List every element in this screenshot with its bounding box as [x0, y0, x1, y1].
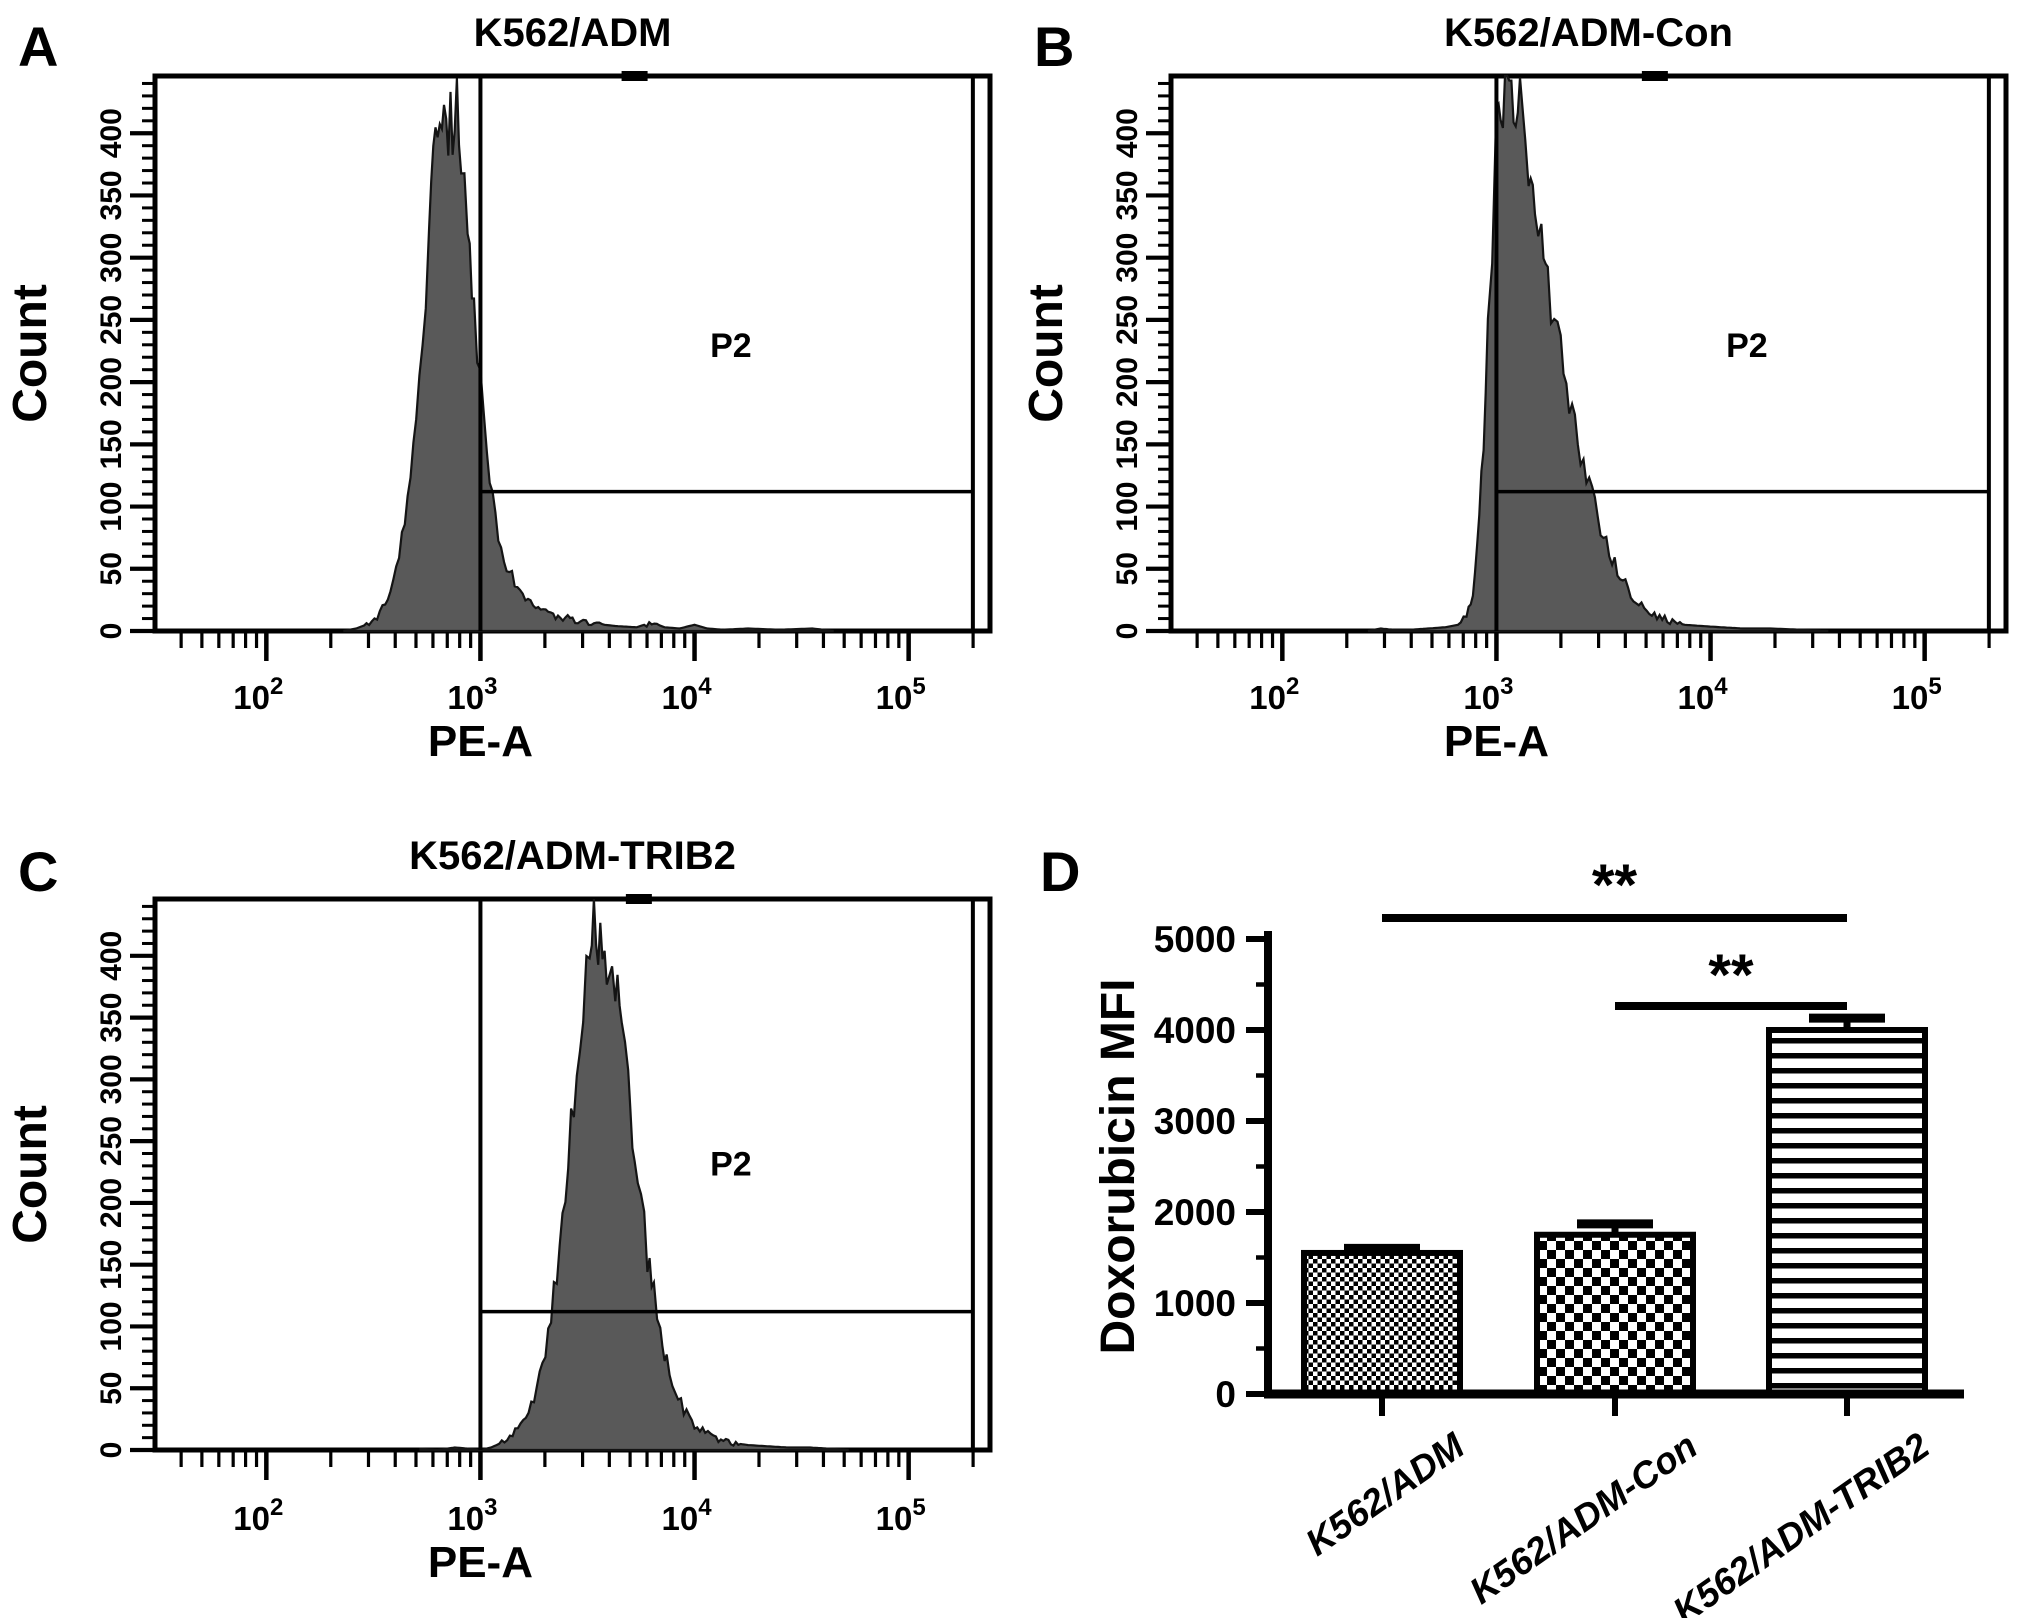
- y-tick-label: 3000: [1154, 1101, 1236, 1142]
- y-tick-label: 250: [95, 295, 128, 345]
- y-tick-label: 5000: [1154, 919, 1236, 960]
- x-tick-label: 103: [1463, 673, 1513, 716]
- x-axis-label: PE-A: [428, 717, 533, 766]
- panel-letter: B: [1034, 15, 1074, 78]
- gate-p2: [478, 71, 975, 631]
- y-tick-label: 2000: [1154, 1192, 1236, 1233]
- bar-K562/ADM-Con: [1534, 1231, 1696, 1397]
- flow-histogram-svg-A: P2 A K562/ADM Count PE-A 0 50 100 150 200 250 300 35…: [4, 11, 993, 766]
- panel-title: K562/ADM: [474, 11, 672, 55]
- panel-d-bar-chart: 0 1000 2000 3000 4000 5000 ** ** K562/ADM K562/AD…: [1016, 809, 2031, 1623]
- bar-K562/ADM: [1301, 1249, 1463, 1398]
- y-axis: [1246, 931, 1272, 1398]
- y-tick-label: 100: [1111, 482, 1144, 532]
- gate-handle: [625, 894, 652, 904]
- x-axis-label: PE-A: [428, 1538, 533, 1587]
- x-axis-label: PE-A: [1444, 717, 1549, 766]
- histogram-area: [1367, 74, 1829, 633]
- y-tick-label: 50: [95, 1372, 128, 1405]
- y-tick-label: 300: [1111, 233, 1144, 283]
- significance-stars: **: [1592, 853, 1638, 918]
- y-tick-label: 150: [1111, 419, 1144, 469]
- x-tick-label: 105: [876, 673, 926, 716]
- flow-histogram-svg-C: P2 C K562/ADM-TRIB2 Count PE-A 0 50 100 150 200 25…: [4, 834, 993, 1587]
- panel-letter: D: [1040, 840, 1080, 903]
- x-tick-label: 105: [1892, 673, 1942, 716]
- y-tick-label: 150: [95, 1240, 128, 1290]
- panel-letter: C: [18, 840, 58, 903]
- x-category-label: K562/ADM: [1298, 1424, 1472, 1563]
- x-tick-label: 102: [233, 673, 283, 716]
- gate-label: P2: [1726, 327, 1768, 365]
- y-tick-label: 350: [1111, 170, 1144, 220]
- y-tick-label: 200: [95, 357, 128, 407]
- x-category-label: K562/ADM-TRIB2: [1666, 1425, 1937, 1618]
- y-tick-label: 200: [1111, 357, 1144, 407]
- bar-K562/ADM-TRIB2: [1766, 1027, 1928, 1397]
- y-tick-label: 400: [95, 108, 128, 158]
- y-tick-label: 300: [95, 1054, 128, 1104]
- x-tick-label: 102: [1249, 673, 1299, 716]
- y-axis-label: Doxorubicin MFI: [1092, 979, 1145, 1355]
- y-axis-label: Count: [4, 284, 57, 423]
- panel-title: K562/ADM-TRIB2: [409, 834, 736, 878]
- histogram-area: [419, 898, 849, 1452]
- y-tick-label: 350: [95, 993, 128, 1043]
- gate-handle: [621, 71, 648, 81]
- gate-handle: [1641, 71, 1668, 81]
- gate-label: P2: [710, 1146, 752, 1184]
- y-tick-label: 0: [95, 1442, 128, 1459]
- y-tick-label: 250: [1111, 295, 1144, 345]
- y-tick-label: 0: [1215, 1374, 1236, 1415]
- x-tick-label: 104: [1677, 673, 1728, 716]
- panel-c-flow-histogram: P2 C K562/ADM-TRIB2 Count PE-A 0 50 100 150 200 25…: [0, 809, 1015, 1618]
- y-tick-label: 50: [95, 552, 128, 585]
- y-tick-label: 400: [95, 931, 128, 981]
- y-tick-label: 100: [95, 1301, 128, 1351]
- x-tick-label: 104: [661, 1494, 712, 1537]
- y-tick-label: 1000: [1154, 1283, 1236, 1324]
- y-tick-label: 150: [95, 419, 128, 469]
- gate-p2: [478, 894, 975, 1450]
- y-tick-label: 0: [95, 623, 128, 640]
- x-tick-label: 103: [447, 673, 497, 716]
- x-tick-label: 104: [661, 673, 712, 716]
- histogram-area: [343, 78, 834, 633]
- axis-ticks: [1146, 81, 1991, 661]
- plot-frame: [152, 73, 993, 634]
- y-tick-label: 200: [95, 1178, 128, 1228]
- panel-b-flow-histogram: P2 B K562/ADM-Con Count PE-A 0 50 100 150 200 250 3…: [1016, 0, 2031, 809]
- x-tick-label: 105: [876, 1494, 926, 1537]
- axis-ticks: [130, 81, 975, 661]
- axis-ticks: [130, 904, 975, 1480]
- y-tick-label: 300: [95, 233, 128, 283]
- significance-stars: **: [1708, 943, 1754, 1008]
- y-axis-label: Count: [1020, 284, 1073, 423]
- x-tick-label: 103: [447, 1494, 497, 1537]
- flow-histogram-svg-B: P2 B K562/ADM-Con Count PE-A 0 50 100 150 200 250 3…: [1020, 11, 2009, 766]
- y-tick-label: 100: [95, 482, 128, 532]
- gate-label: P2: [710, 327, 752, 365]
- y-tick-label: 50: [1111, 552, 1144, 585]
- panel-a-flow-histogram: P2 A K562/ADM Count PE-A 0 50 100 150 200 250 300 35…: [0, 0, 1015, 809]
- y-axis-label: Count: [4, 1105, 57, 1244]
- y-tick-label: 400: [1111, 108, 1144, 158]
- panel-letter: A: [18, 15, 58, 78]
- y-tick-label: 0: [1111, 623, 1144, 640]
- y-tick-label: 350: [95, 170, 128, 220]
- panel-title: K562/ADM-Con: [1444, 11, 1733, 55]
- y-tick-label: 4000: [1154, 1010, 1236, 1051]
- x-category-label: K562/ADM-Con: [1462, 1425, 1704, 1612]
- bar-chart-svg-D: 010002000300040005000****K562/ADMK562/AD…: [1040, 840, 1964, 1623]
- gate-p2: [1494, 71, 1991, 631]
- y-tick-label: 250: [95, 1116, 128, 1166]
- x-tick-label: 102: [233, 1494, 283, 1537]
